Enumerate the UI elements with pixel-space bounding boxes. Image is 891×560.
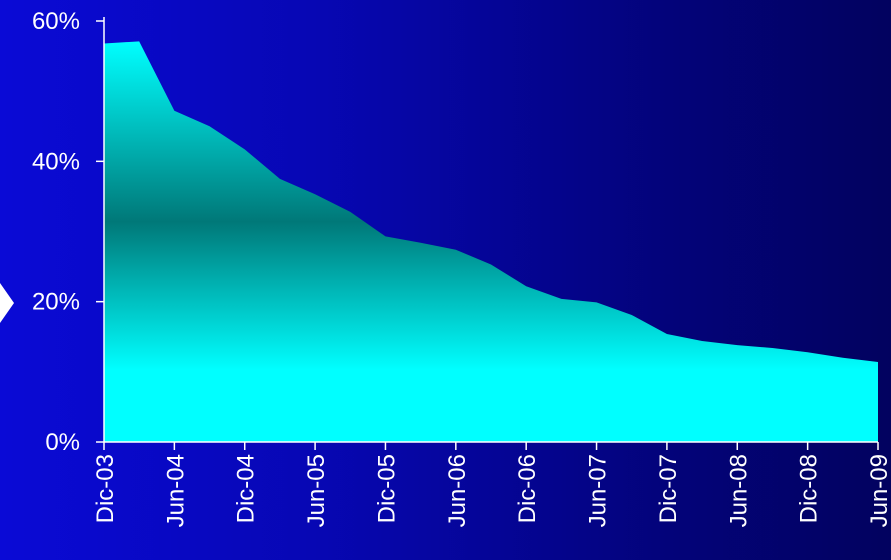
x-tick-label: Dic-05 (373, 454, 400, 523)
y-tick-label: 40% (32, 148, 80, 175)
x-tick-label: Dic-08 (796, 454, 823, 523)
x-tick-label: Jun-08 (725, 454, 752, 527)
x-tick-label: Jun-04 (162, 454, 189, 527)
series-area (104, 41, 878, 442)
axes (103, 17, 878, 443)
y-axis-ticks: 0% 20% 40% 60% (32, 8, 104, 456)
x-tick-label: Dic-04 (233, 454, 260, 523)
x-tick-label: Jun-06 (444, 454, 471, 527)
pointer-arrow-icon (0, 283, 14, 323)
x-axis-ticks: Dic-03 Jun-04 Dic-04 Jun-05 Dic-05 Jun-06 Dic-… (92, 442, 891, 527)
y-tick-label: 0% (45, 429, 80, 456)
x-tick-label: Dic-03 (92, 454, 119, 523)
x-tick-label: Dic-06 (514, 454, 541, 523)
x-tick-label: Dic-07 (655, 454, 682, 523)
y-tick-label: 60% (32, 8, 80, 35)
x-tick-label: Jun-05 (303, 454, 330, 527)
y-tick-label: 20% (32, 289, 80, 316)
x-tick-label: Jun-07 (585, 454, 612, 527)
x-tick-label: Jun-09 (866, 454, 891, 527)
